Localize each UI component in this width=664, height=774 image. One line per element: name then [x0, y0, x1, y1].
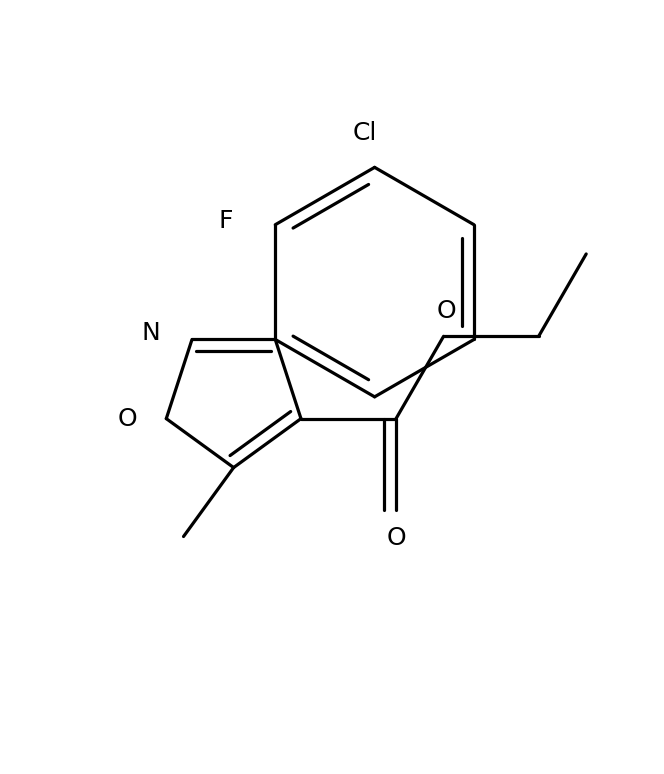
Text: N: N: [142, 321, 161, 345]
Text: F: F: [219, 210, 233, 234]
Text: O: O: [117, 406, 137, 430]
Text: Cl: Cl: [353, 121, 377, 145]
Text: O: O: [386, 526, 406, 550]
Text: O: O: [437, 300, 457, 324]
